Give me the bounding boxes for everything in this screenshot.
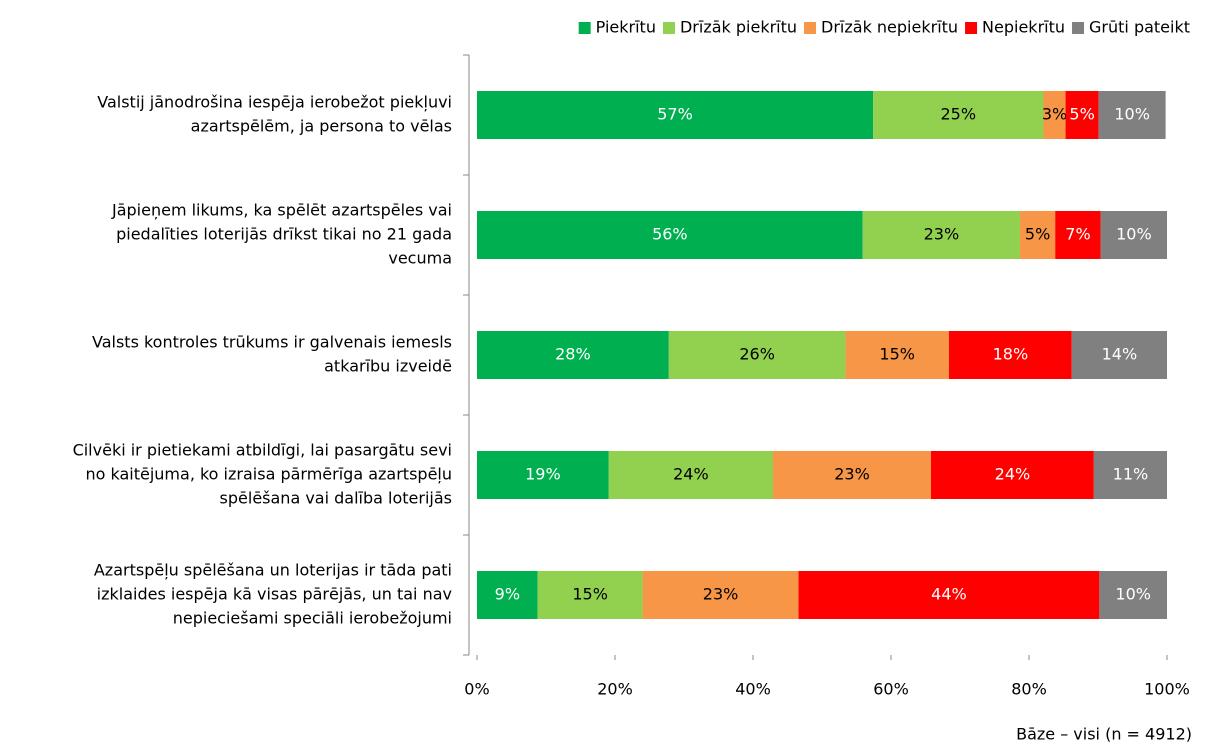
data-label: 3% — [1042, 105, 1067, 124]
bar-segment — [931, 451, 1094, 499]
category-label: piedalīties loterijās drīkst tikai no 21… — [116, 225, 452, 244]
bar-segment — [1043, 91, 1066, 139]
bar-segment — [1098, 91, 1166, 139]
legend-label: Piekrītu — [596, 18, 656, 37]
x-tick-label: 40% — [735, 680, 771, 699]
data-label: 56% — [652, 225, 688, 244]
bar-segment — [1055, 211, 1101, 259]
bar-segment — [1093, 451, 1167, 499]
data-label: 26% — [739, 345, 775, 364]
bar-segment — [948, 331, 1072, 379]
legend-swatch — [1072, 22, 1085, 34]
data-label: 10% — [1114, 105, 1150, 124]
x-tick-label: 20% — [597, 680, 633, 699]
data-label: 24% — [673, 465, 709, 484]
bar-segment — [862, 211, 1021, 259]
category-label: Cilvēki ir pietiekami atbildīgi, lai pas… — [73, 441, 452, 460]
legend-label: Drīzāk piekrītu — [680, 18, 797, 37]
legend-swatch — [578, 22, 591, 34]
data-label: 23% — [924, 225, 960, 244]
bar-segment — [477, 451, 609, 499]
x-tick-label: 80% — [1011, 680, 1047, 699]
data-label: 11% — [1113, 465, 1149, 484]
bar-segment — [642, 571, 799, 619]
bar-segment — [873, 91, 1044, 139]
bar-segment — [798, 571, 1100, 619]
category-label: Jāpieņem likums, ka spēlēt azartspēles v… — [111, 201, 452, 220]
legend-swatch — [804, 22, 817, 34]
data-label: 19% — [525, 465, 561, 484]
category-label: nepieciešami speciāli ierobežojumi — [173, 609, 452, 628]
bar-segment — [668, 331, 846, 379]
data-label: 28% — [555, 345, 591, 364]
data-label: 23% — [703, 585, 739, 604]
category-label: Azartspēļu spēlēšana un loterijas ir tād… — [94, 561, 452, 580]
bar-segment — [477, 571, 538, 619]
data-label: 10% — [1116, 225, 1152, 244]
data-label: 15% — [572, 585, 608, 604]
bar-segment — [537, 571, 643, 619]
category-label: Valsts kontroles trūkums ir galvenais ie… — [92, 333, 452, 352]
category-label: Valstij jānodrošina iespēja ierobežot pi… — [97, 93, 452, 112]
data-label: 5% — [1025, 225, 1050, 244]
bar-segment — [477, 91, 874, 139]
data-label: 7% — [1065, 225, 1090, 244]
data-label: 18% — [993, 345, 1029, 364]
note: Bāze – visi (n = 4912) — [1016, 725, 1192, 744]
bar-segment — [477, 211, 863, 259]
category-label: spēlēšana vai dalība loterijās — [220, 489, 452, 508]
legend-swatch — [662, 22, 675, 34]
bar-segment — [1100, 211, 1167, 259]
data-label: 25% — [940, 105, 976, 124]
category-label: no kaitējuma, ko izraisa pārmērīga azart… — [85, 465, 452, 484]
category-label: vecuma — [388, 249, 452, 268]
category-label: izklaides iespēja kā visas pārējās, un t… — [97, 585, 452, 604]
data-label: 57% — [657, 105, 693, 124]
data-label: 23% — [834, 465, 870, 484]
bar-segment — [1020, 211, 1056, 259]
legend-label: Grūti pateikt — [1089, 18, 1190, 37]
data-label: 14% — [1102, 345, 1138, 364]
bar-segment — [773, 451, 932, 499]
legend-label: Nepiekrītu — [982, 18, 1065, 37]
data-label: 15% — [879, 345, 915, 364]
legend-swatch — [965, 22, 978, 34]
data-label: 9% — [495, 585, 520, 604]
bar-segment — [1071, 331, 1167, 379]
x-tick-label: 0% — [464, 680, 489, 699]
bar-segment — [1099, 571, 1167, 619]
bar-segment — [1065, 91, 1099, 139]
data-label: 44% — [931, 585, 967, 604]
x-tick-label: 60% — [873, 680, 909, 699]
category-label: atkarību izveidē — [324, 357, 452, 376]
x-tick-label: 100% — [1144, 680, 1190, 699]
legend-label: Drīzāk nepiekrītu — [821, 18, 958, 37]
bar-segment — [845, 331, 949, 379]
category-label: azartspēlēm, ja persona to vēlas — [191, 117, 452, 136]
bar-segment — [477, 331, 669, 379]
data-label: 5% — [1069, 105, 1094, 124]
bar-segment — [608, 451, 774, 499]
data-label: 24% — [995, 465, 1031, 484]
data-label: 10% — [1115, 585, 1151, 604]
